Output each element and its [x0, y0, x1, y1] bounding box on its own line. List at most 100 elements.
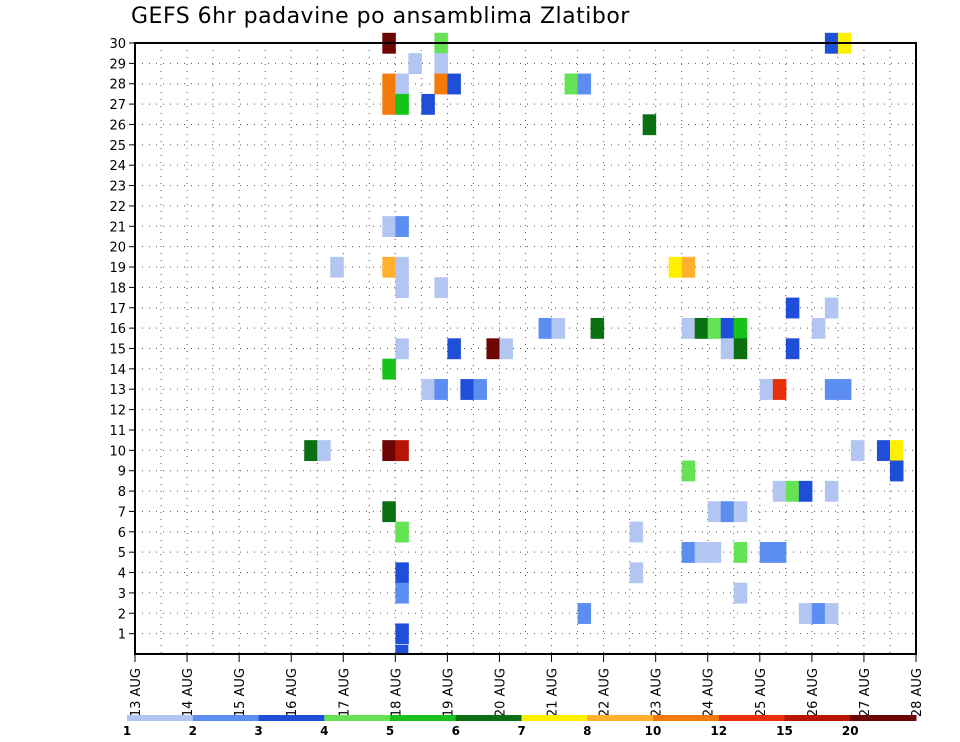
x-tick: 26 AUG [806, 654, 821, 717]
data-cell [434, 73, 448, 95]
data-cell [720, 317, 735, 339]
data-cell [681, 256, 696, 278]
data-cell [434, 379, 448, 400]
data-cell [304, 440, 318, 462]
x-axis: 13 AUG 14 AUG 15 AUG 16 AUG 17 AUG 18 AUG 19 A… [129, 654, 925, 717]
y-tick: 11 [109, 424, 135, 439]
data-cell [824, 480, 839, 502]
y-tick-label: 13 [109, 383, 126, 398]
data-cell [395, 256, 409, 278]
data-cell [434, 53, 448, 75]
x-tick: 17 AUG [337, 654, 352, 717]
data-cell [382, 440, 396, 462]
data-cell [798, 603, 813, 624]
colorbar-label: 10 [645, 724, 662, 738]
data-cell [590, 317, 605, 339]
y-tick-label: 8 [118, 485, 126, 500]
data-cell [382, 93, 396, 115]
x-tick: 23 AUG [650, 654, 665, 717]
y-tick: 10 [109, 444, 135, 459]
y-tick: 1 [118, 628, 135, 643]
colorbar-swatch [455, 715, 522, 721]
y-tick-label: 10 [109, 444, 126, 459]
colorbar-label: 15 [776, 724, 793, 738]
x-tick-label: 17 AUG [337, 668, 352, 717]
data-cell [317, 440, 331, 462]
data-cell [395, 623, 409, 645]
x-tick: 19 AUG [441, 654, 456, 717]
data-cell [499, 338, 513, 360]
data-cell [395, 582, 409, 604]
data-cell [395, 521, 409, 543]
data-cell [577, 73, 592, 95]
colorbar-swatch [587, 715, 654, 721]
y-tick: 22 [109, 200, 135, 215]
x-tick: 13 AUG [129, 654, 144, 717]
y-tick: 14 [109, 363, 135, 378]
y-tick-label: 7 [118, 505, 126, 520]
y-tick-label: 26 [109, 118, 126, 133]
data-cell [460, 379, 474, 400]
y-tick: 7 [118, 505, 135, 520]
y-tick: 26 [109, 118, 135, 133]
y-tick-label: 2 [118, 607, 126, 622]
x-tick: 24 AUG [702, 654, 717, 717]
colorbar-swatch [784, 715, 851, 721]
x-tick: 20 AUG [493, 654, 508, 717]
data-cell [733, 501, 748, 523]
colorbar-label: 5 [386, 724, 394, 738]
y-tick: 15 [109, 343, 135, 358]
y-tick-label: 11 [109, 424, 126, 439]
data-cell [395, 562, 409, 584]
data-cell [772, 480, 787, 502]
data-cell [889, 440, 904, 462]
data-cell [720, 501, 735, 523]
colorbar-swatch [653, 715, 720, 721]
data-cell [642, 114, 657, 136]
y-tick: 19 [109, 261, 135, 276]
y-tick: 16 [109, 322, 135, 337]
x-tick-label: 15 AUG [233, 668, 248, 717]
data-cell [733, 541, 748, 563]
y-tick: 13 [109, 383, 135, 398]
data-cell [447, 73, 461, 95]
data-cell [850, 440, 865, 462]
y-tick: 8 [118, 485, 135, 500]
colorbar-swatch [127, 715, 194, 721]
data-cell [759, 379, 774, 400]
y-tick-label: 6 [118, 526, 126, 541]
data-cell [707, 501, 722, 523]
data-cell [707, 541, 722, 563]
data-cell [785, 338, 800, 360]
x-tick-label: 27 AUG [858, 668, 873, 717]
y-tick: 5 [118, 546, 135, 561]
data-cell [395, 93, 409, 115]
y-tick: 25 [109, 139, 135, 154]
colorbar-swatch [521, 715, 588, 721]
x-tick: 22 AUG [598, 654, 613, 717]
data-cell [421, 93, 435, 115]
data-cell [720, 338, 735, 360]
data-cell [382, 73, 396, 95]
data-cell [577, 603, 592, 624]
data-cell [681, 460, 696, 482]
y-tick-label: 28 [109, 78, 126, 93]
data-cell [694, 317, 709, 339]
y-tick: 24 [109, 159, 135, 174]
y-tick-label: 27 [109, 98, 126, 113]
data-cell [629, 521, 644, 543]
colorbar-label: 1 [123, 724, 131, 738]
data-cell [668, 256, 683, 278]
colorbar-label: 7 [517, 724, 525, 738]
y-tick: 23 [109, 180, 135, 195]
data-cell [408, 53, 422, 75]
x-tick: 14 AUG [181, 654, 196, 717]
data-cell [785, 297, 800, 319]
y-tick-label: 5 [118, 546, 126, 561]
colorbar-label: 4 [320, 724, 328, 738]
data-cell [434, 277, 448, 299]
x-tick: 27 AUG [858, 654, 873, 717]
y-tick-label: 14 [109, 363, 126, 378]
y-tick-label: 21 [109, 220, 126, 235]
